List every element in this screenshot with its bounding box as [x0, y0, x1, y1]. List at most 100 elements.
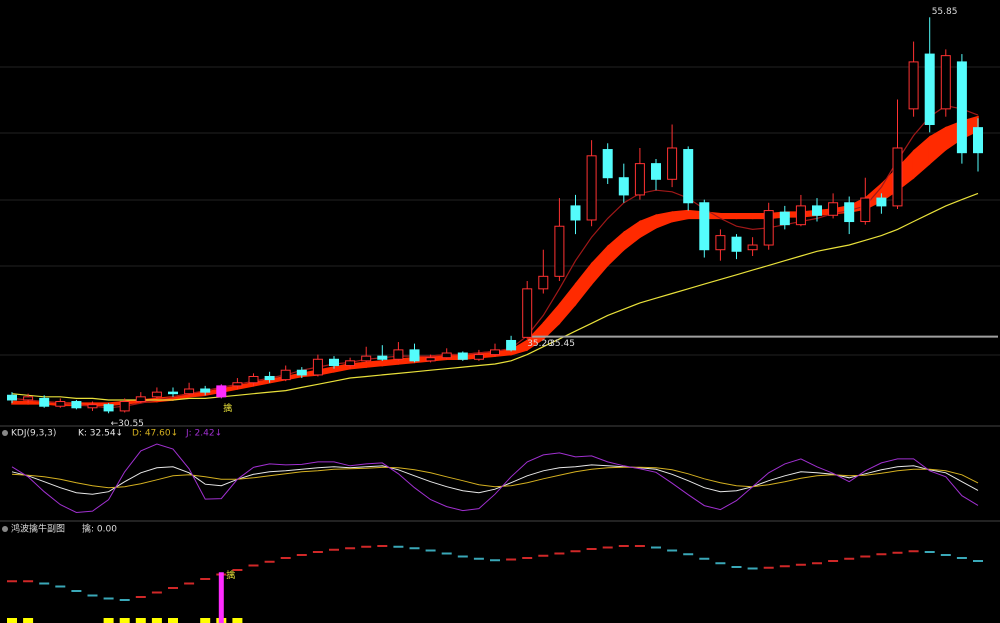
panel-title: KDJ(9,3,3) [11, 429, 56, 439]
candle-body [554, 225, 565, 277]
band-segment [719, 212, 738, 220]
candle-body [393, 349, 404, 360]
indicator-dash [715, 562, 726, 565]
signal-marker [103, 618, 114, 623]
legend-icon [2, 430, 8, 436]
indicator-dash [506, 558, 517, 561]
band-segment [365, 360, 384, 368]
candle-body [570, 205, 581, 221]
candle-body [651, 163, 661, 180]
candle-body [425, 357, 436, 362]
candle-body [216, 385, 227, 398]
candle-body [119, 401, 130, 412]
reference-label: 35.20 [527, 339, 553, 349]
candle-body [490, 349, 500, 356]
band-segment [381, 358, 400, 367]
candle-body [71, 401, 82, 409]
indicator-dash [892, 551, 903, 554]
indicator-dash [763, 566, 774, 569]
legend-entry: J: 2.42↓ [185, 429, 222, 439]
candle-body [264, 375, 275, 381]
candle-body [908, 61, 919, 110]
panel-title: 鸿波擒牛副图 [11, 523, 65, 535]
signal-marker [151, 618, 162, 623]
candle-body [779, 211, 790, 226]
candle-body [457, 352, 468, 360]
indicator-dash [860, 555, 871, 558]
indicator-dash [634, 545, 645, 547]
indicator-dash [329, 548, 339, 551]
indicator-dash [667, 549, 678, 552]
indicator-dash [312, 551, 323, 553]
indicator-dash [248, 564, 259, 567]
reference-label: 35.45 [549, 339, 575, 349]
candle-body [860, 197, 871, 223]
indicator-dash [296, 554, 307, 556]
candle-body [232, 382, 243, 387]
legend-icon [2, 526, 8, 532]
candle-body [828, 202, 839, 216]
indicator-dash [200, 578, 211, 580]
indicator-dash [393, 545, 404, 548]
signal-marker [7, 618, 17, 623]
candle-body [618, 177, 629, 196]
candle-body [184, 388, 195, 395]
candle-body [441, 352, 452, 359]
signal-marker [232, 618, 243, 623]
indicator-dash [441, 552, 452, 555]
annotation: 55.85 [932, 7, 958, 17]
indicator-dash [795, 563, 806, 566]
annotation: 擒 [223, 402, 232, 414]
candle-body [683, 149, 694, 204]
candle-body [522, 288, 533, 338]
indicator-dash [473, 557, 484, 560]
candle-body [956, 61, 967, 154]
indicator-dash [940, 554, 951, 556]
indicator-dash [490, 559, 500, 562]
candle-body [39, 397, 50, 407]
indicator-dash [602, 546, 613, 549]
indicator-dash [844, 557, 855, 560]
indicator-dash [570, 550, 581, 553]
candle-body [892, 147, 903, 207]
candle-body [151, 391, 162, 398]
candle-body [345, 360, 356, 367]
indicator-dash [699, 557, 710, 560]
indicator-dash [457, 555, 468, 558]
candle-body [168, 391, 178, 395]
indicator-dash [554, 552, 565, 555]
signal-marker [119, 618, 130, 623]
candle-body [103, 404, 114, 412]
indicator-dash [71, 590, 82, 592]
candle-body [473, 354, 484, 360]
indicator-dash [651, 546, 661, 549]
indicator-dash [908, 550, 919, 553]
candle-body [248, 375, 259, 384]
candle-body [715, 235, 726, 251]
candle-body [699, 202, 710, 251]
candle-body [329, 358, 339, 367]
indicator-dash [828, 560, 839, 562]
candle-body [23, 396, 34, 401]
indicator-dash [377, 545, 388, 547]
candle-body [602, 149, 613, 179]
indicator-dash [23, 580, 34, 583]
indicator-dash [151, 591, 162, 594]
candle-body [280, 369, 291, 381]
indicator-dash [87, 594, 98, 597]
indicator-dash [731, 566, 742, 568]
indicator-line [11, 464, 979, 495]
indicator-dash [425, 549, 436, 552]
annotation: ←30.55 [111, 419, 144, 429]
candle-body [940, 55, 951, 110]
indicator-dash [876, 553, 887, 556]
indicator-dash [264, 560, 275, 563]
indicator-line [11, 443, 979, 514]
indicator-dash [39, 582, 50, 585]
candle-body [200, 388, 211, 393]
candle-body [312, 358, 323, 376]
candle-body [409, 349, 420, 362]
candle-body [7, 394, 17, 401]
